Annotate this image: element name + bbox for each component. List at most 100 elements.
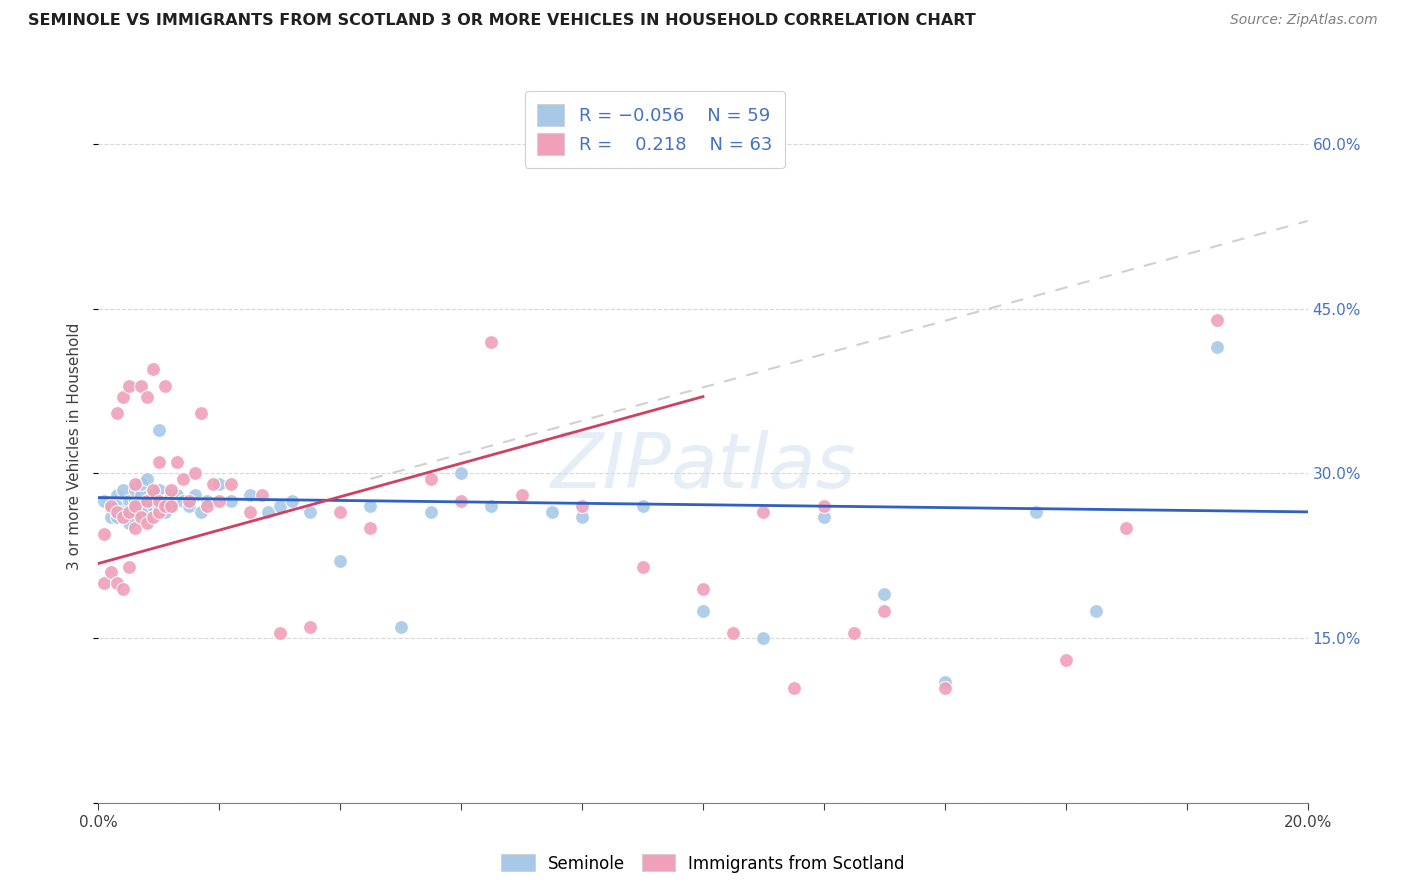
Point [93,494,115,508]
Point [100,510,122,524]
Point [752,505,775,519]
Point [172,494,194,508]
Point [692,582,714,596]
Point [208,494,231,508]
Point [1115,521,1137,535]
Point [124,477,146,491]
Point [111,510,134,524]
Point [129,378,152,392]
Point [105,406,128,420]
Point [190,406,212,420]
Point [184,488,207,502]
Point [208,477,231,491]
Point [129,477,152,491]
Point [135,516,157,530]
Point [450,494,472,508]
Point [111,483,134,497]
Point [360,500,382,514]
Point [510,488,533,502]
Point [142,362,165,376]
Point [129,505,152,519]
Point [329,554,352,568]
Point [100,500,122,514]
Point [118,505,141,519]
Point [873,604,896,618]
Point [124,494,146,508]
Point [692,604,714,618]
Point [100,500,122,514]
Point [299,620,322,634]
Point [631,500,654,514]
Point [100,566,122,580]
Point [148,505,170,519]
Point [934,675,956,690]
Point [1206,340,1229,354]
Point [160,483,183,497]
Point [93,576,115,591]
Point [135,390,157,404]
Point [105,510,128,524]
Point [124,483,146,497]
Point [166,455,188,469]
Point [239,488,262,502]
Point [281,494,304,508]
Point [135,494,157,508]
Point [420,472,443,486]
Point [540,505,562,519]
Point [631,559,654,574]
Point [481,500,503,514]
Point [142,510,165,524]
Point [160,500,183,514]
Point [184,467,207,481]
Point [153,505,176,519]
Point [269,625,291,640]
Point [124,500,146,514]
Point [129,488,152,502]
Point [360,521,382,535]
Point [93,526,115,541]
Point [571,510,593,524]
Point [142,500,165,514]
Point [190,505,212,519]
Point [1024,505,1046,519]
Point [179,494,201,508]
Point [934,681,956,695]
Point [135,494,157,508]
Legend: Seminole, Immigrants from Scotland: Seminole, Immigrants from Scotland [495,847,911,880]
Point [752,631,775,645]
Point [105,576,128,591]
Point [571,500,593,514]
Point [111,390,134,404]
Point [118,505,141,519]
Point [256,505,278,519]
Point [813,500,835,514]
Point [135,505,157,519]
Point [813,510,835,524]
Point [118,494,141,508]
Point [1085,604,1108,618]
Text: Source: ZipAtlas.com: Source: ZipAtlas.com [1230,13,1378,28]
Point [1054,653,1077,667]
Point [135,472,157,486]
Y-axis label: 3 or more Vehicles in Household: 3 or more Vehicles in Household [67,322,83,570]
Point [118,559,141,574]
Point [105,505,128,519]
Point [124,521,146,535]
Point [129,510,152,524]
Point [153,500,176,514]
Text: ZIPatlas: ZIPatlas [550,431,856,504]
Point [844,625,866,640]
Point [111,582,134,596]
Point [329,505,352,519]
Point [124,500,146,514]
Point [111,505,134,519]
Point [148,483,170,497]
Point [172,472,194,486]
Point [221,477,243,491]
Point [1206,312,1229,326]
Point [202,477,225,491]
Point [148,423,170,437]
Point [195,500,218,514]
Point [160,488,183,502]
Point [221,494,243,508]
